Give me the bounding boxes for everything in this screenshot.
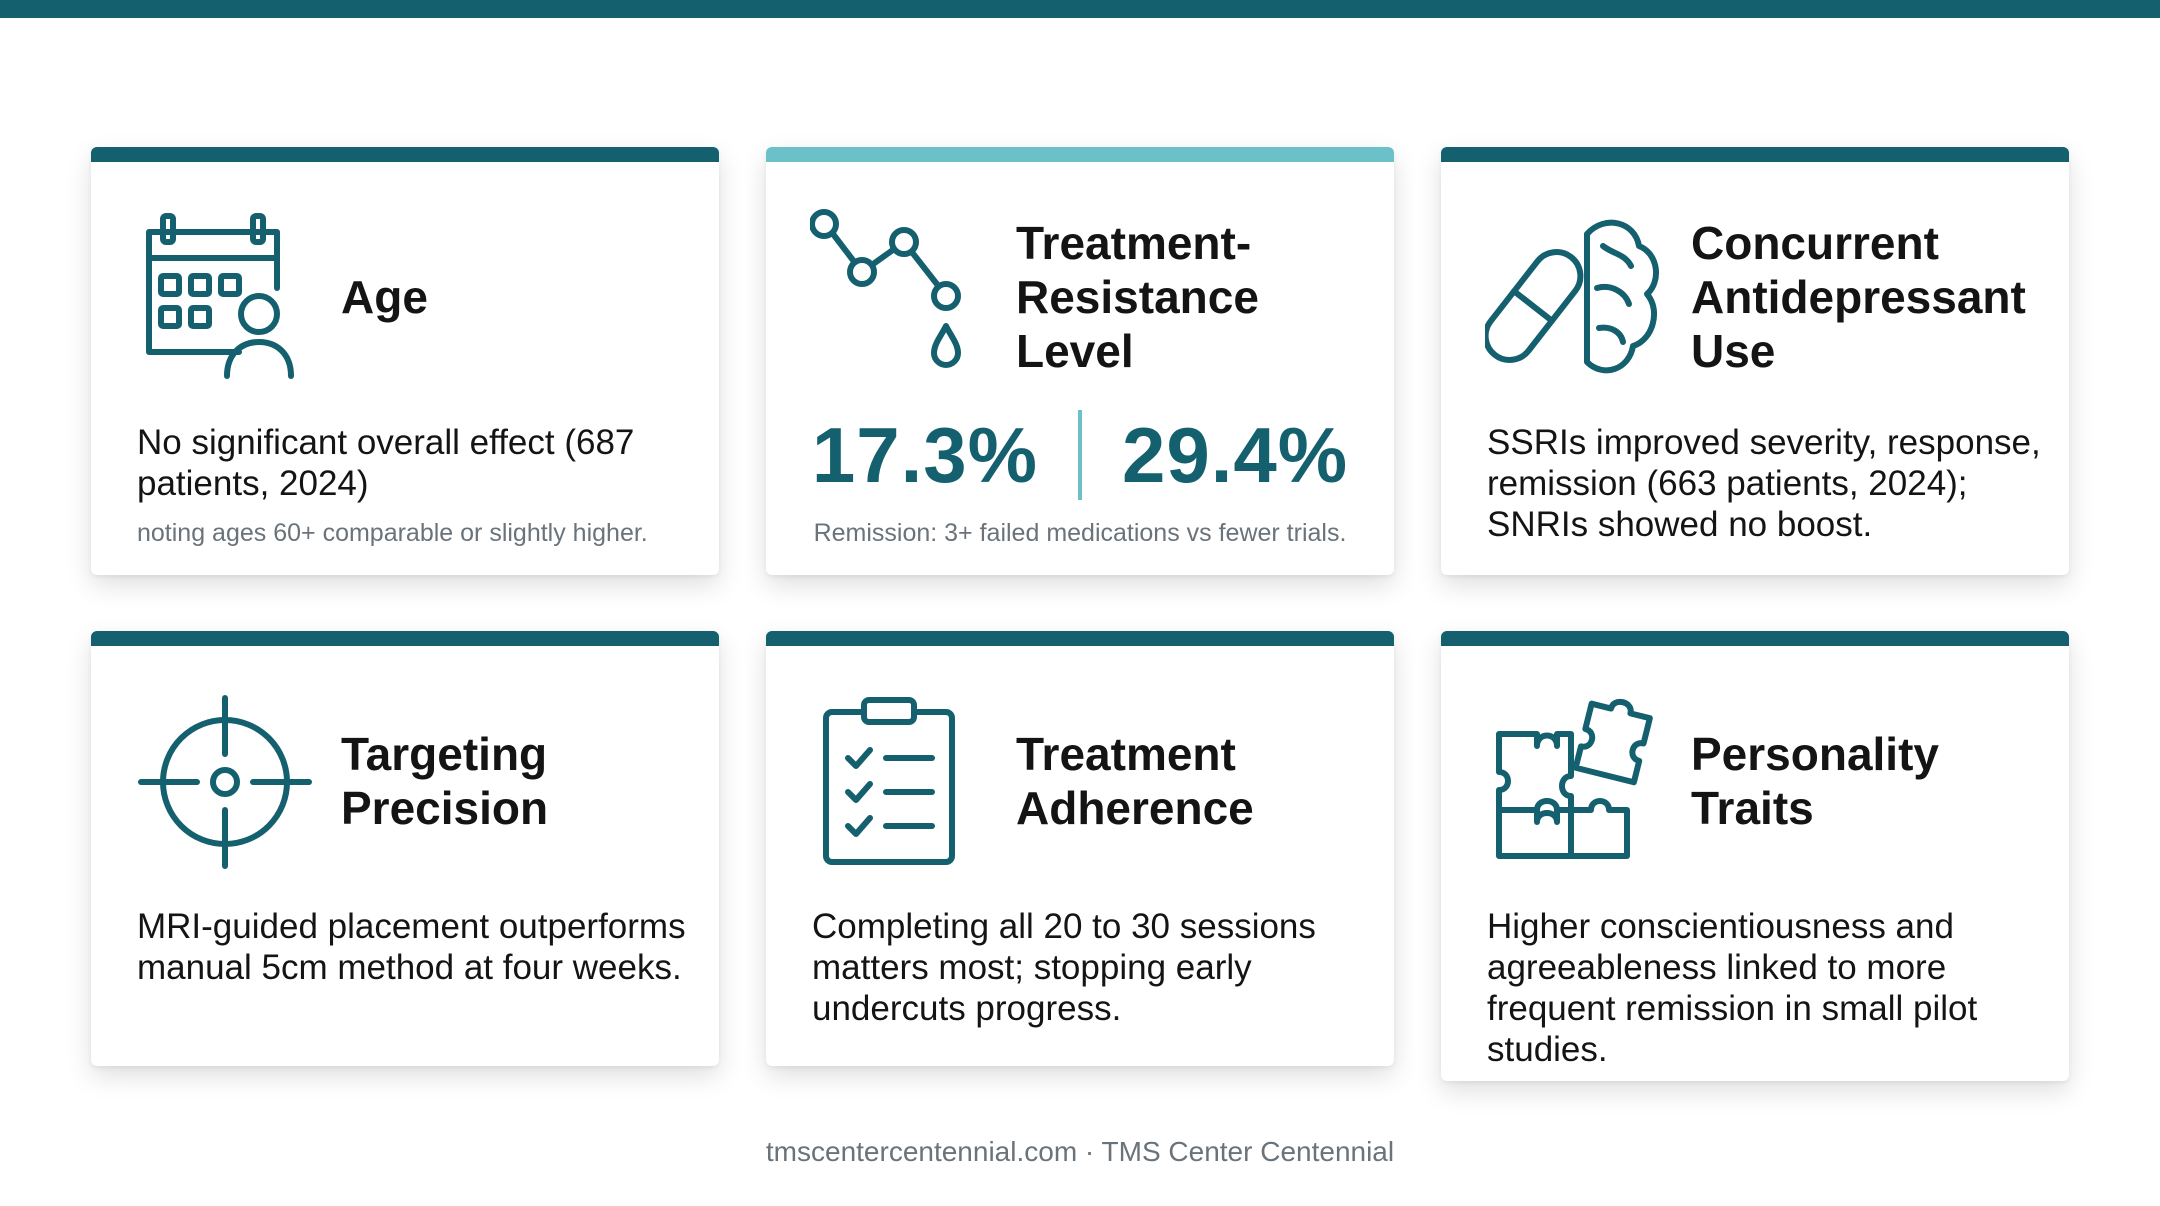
pill-brain-icon xyxy=(1485,208,1665,388)
card-title: Targeting Precision xyxy=(341,728,549,834)
card-age: Age No significant overall effect (687 p… xyxy=(91,147,719,575)
card-title: Treatment Adherence xyxy=(1016,728,1254,834)
card-title: Personality Traits xyxy=(1691,728,1939,834)
top-accent-bar xyxy=(0,0,2160,18)
calendar-person-icon xyxy=(135,208,315,388)
card-personality-traits: Personality Traits Higher conscientiousn… xyxy=(1441,631,2069,1081)
card-body: MRI-guided placement outperforms manual … xyxy=(137,907,686,987)
card-body: SSRIs improved severity, response, remis… xyxy=(1487,423,2041,544)
trend-line-drop-icon xyxy=(810,208,990,388)
card-targeting-precision: Targeting Precision MRI-guided placement… xyxy=(91,631,719,1066)
card-treatment-resistance: Treatment-Resistance Level 17.3% 29.4% R… xyxy=(766,147,1394,575)
card-treatment-adherence: Treatment Adherence Completing all 20 to… xyxy=(766,631,1394,1066)
card-body: No significant overall effect (687 patie… xyxy=(137,423,635,503)
card-antidepressant-use: Concurrent Antidepressant Use SSRIs impr… xyxy=(1441,147,2069,575)
footer-source: tmscentercentennial.com · TMS Center Cen… xyxy=(765,1136,1395,1167)
card-note: Remission: 3+ failed medications vs fewe… xyxy=(813,519,1347,547)
card-title: Treatment-Resistance Level xyxy=(1016,217,1259,377)
card-note: noting ages 60+ comparable or slightly h… xyxy=(137,519,648,547)
card-body: Higher conscientiousness and agreeablene… xyxy=(1487,907,1978,1069)
crosshair-target-icon xyxy=(135,692,315,872)
card-title: Age xyxy=(341,271,428,323)
card-title: Concurrent Antidepressant Use xyxy=(1691,217,2026,377)
card-body: Completing all 20 to 30 sessions matters… xyxy=(812,907,1316,1028)
clipboard-checklist-icon xyxy=(810,692,990,872)
stat-value: 17.3% xyxy=(811,410,1038,499)
stats-row: 17.3% 29.4% xyxy=(766,400,1394,510)
puzzle-pieces-icon xyxy=(1485,692,1665,872)
stat-value: 29.4% xyxy=(1122,410,1349,499)
stat-divider xyxy=(1078,410,1082,500)
